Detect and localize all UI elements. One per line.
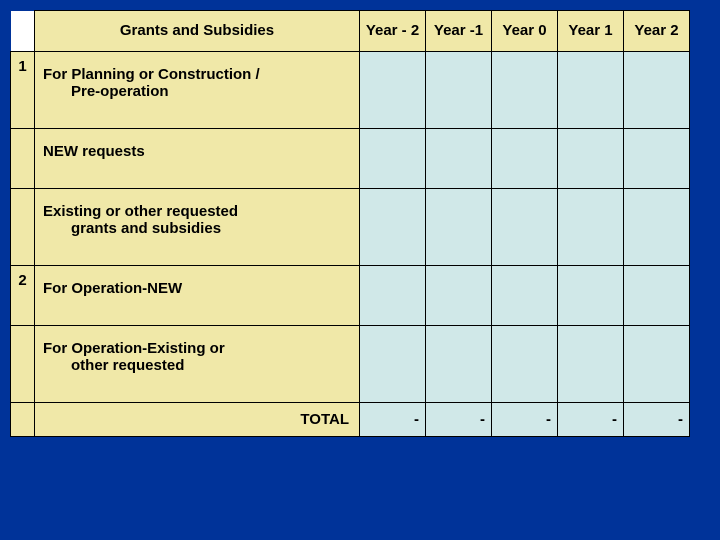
row-number xyxy=(11,402,35,436)
col-header-0: Year - 2 xyxy=(360,11,426,52)
data-cell xyxy=(624,128,690,188)
grants-subsidies-table: Grants and Subsidies Year - 2 Year -1 Ye… xyxy=(10,10,690,437)
data-cell xyxy=(360,128,426,188)
data-cell xyxy=(426,128,492,188)
row-label: NEW requests xyxy=(35,128,360,188)
data-cell xyxy=(624,265,690,325)
data-cell xyxy=(558,188,624,265)
data-cell xyxy=(558,51,624,128)
data-cell xyxy=(426,325,492,402)
data-cell xyxy=(360,51,426,128)
row-label: TOTAL xyxy=(35,402,360,436)
table-row: For Operation-Existing orother requested xyxy=(11,325,690,402)
data-cell xyxy=(426,51,492,128)
table-corner xyxy=(11,11,35,52)
data-cell xyxy=(624,51,690,128)
data-cell xyxy=(360,325,426,402)
data-cell: - xyxy=(426,402,492,436)
row-number xyxy=(11,128,35,188)
data-cell xyxy=(426,188,492,265)
row-number: 1 xyxy=(11,51,35,128)
data-cell: - xyxy=(558,402,624,436)
table-body: 1For Planning or Construction /Pre-opera… xyxy=(11,51,690,436)
table-row: 2For Operation-NEW xyxy=(11,265,690,325)
row-number xyxy=(11,188,35,265)
col-header-1: Year -1 xyxy=(426,11,492,52)
data-cell: - xyxy=(492,402,558,436)
col-header-4: Year 2 xyxy=(624,11,690,52)
row-label: For Operation-NEW xyxy=(35,265,360,325)
row-number xyxy=(11,325,35,402)
row-label: For Operation-Existing orother requested xyxy=(35,325,360,402)
data-cell xyxy=(624,188,690,265)
table-row: Existing or other requestedgrants and su… xyxy=(11,188,690,265)
data-cell xyxy=(492,325,558,402)
data-cell xyxy=(360,265,426,325)
data-cell xyxy=(492,188,558,265)
row-label: Existing or other requestedgrants and su… xyxy=(35,188,360,265)
data-cell xyxy=(624,325,690,402)
data-cell xyxy=(558,325,624,402)
data-cell xyxy=(426,265,492,325)
table-row: 1For Planning or Construction /Pre-opera… xyxy=(11,51,690,128)
table-title: Grants and Subsidies xyxy=(35,11,360,52)
data-cell: - xyxy=(624,402,690,436)
data-cell xyxy=(360,188,426,265)
data-cell xyxy=(492,265,558,325)
col-header-3: Year 1 xyxy=(558,11,624,52)
row-label: For Planning or Construction /Pre-operat… xyxy=(35,51,360,128)
data-cell xyxy=(492,128,558,188)
table-row: NEW requests xyxy=(11,128,690,188)
table-row: TOTAL----- xyxy=(11,402,690,436)
data-cell xyxy=(492,51,558,128)
data-cell xyxy=(558,265,624,325)
row-number: 2 xyxy=(11,265,35,325)
col-header-2: Year 0 xyxy=(492,11,558,52)
data-cell: - xyxy=(360,402,426,436)
data-cell xyxy=(558,128,624,188)
